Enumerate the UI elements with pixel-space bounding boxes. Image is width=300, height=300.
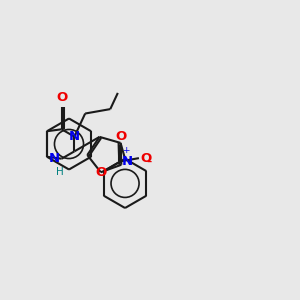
Text: O: O [95, 166, 106, 179]
Text: N: N [49, 152, 60, 165]
Text: N: N [69, 130, 80, 143]
Text: -: - [146, 154, 151, 169]
Text: O: O [115, 130, 126, 143]
Text: H: H [56, 167, 64, 177]
Text: O: O [140, 152, 152, 165]
Text: +: + [122, 146, 130, 155]
Text: N: N [122, 155, 133, 168]
Text: O: O [56, 92, 67, 104]
